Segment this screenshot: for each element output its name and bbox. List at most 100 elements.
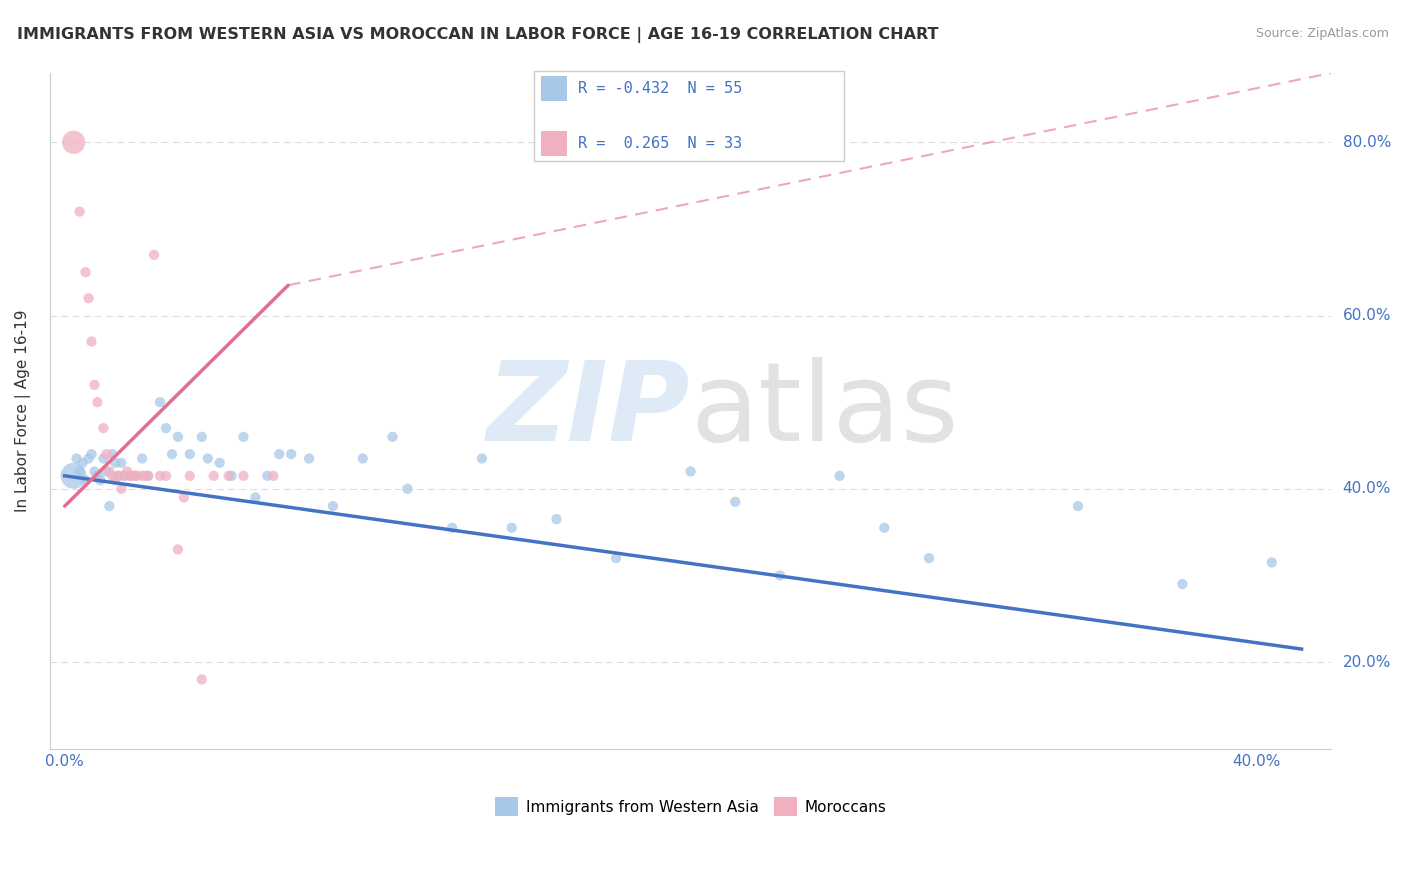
Point [546,512,568,526]
Point [98,499,121,513]
Point [117,465,139,479]
Point [62,468,84,483]
Point [828,468,851,483]
Point [86,468,108,483]
Y-axis label: In Labor Force | Age 16-19: In Labor Force | Age 16-19 [15,310,31,512]
Point [104,473,127,487]
Point [125,468,148,483]
Point [120,468,142,483]
Text: IMMIGRANTS FROM WESTERN ASIA VS MOROCCAN IN LABOR FORCE | AGE 16-19 CORRELATION : IMMIGRANTS FROM WESTERN ASIA VS MOROCCAN… [17,27,938,43]
Text: Source: ZipAtlas.com: Source: ZipAtlas.com [1256,27,1389,40]
Point [322,499,344,513]
Point [75,473,97,487]
Point [69,465,91,479]
Text: ZIP: ZIP [486,358,690,465]
Point [218,468,240,483]
Point [190,673,212,687]
Point [125,468,148,483]
Point [112,468,135,483]
Point [96,465,118,479]
Point [167,430,190,444]
Point [112,468,135,483]
Point [72,456,94,470]
Point [245,491,267,505]
Point [101,468,124,483]
Point [149,395,172,409]
Point [197,451,219,466]
Point [298,451,321,466]
Point [167,542,190,557]
Point [918,551,941,566]
Point [89,473,111,487]
Point [1067,499,1090,513]
Point [396,482,419,496]
Point [80,334,103,349]
Point [262,468,284,483]
Point [120,468,142,483]
Point [1171,577,1194,591]
Point [149,468,172,483]
Point [110,456,132,470]
Point [352,451,374,466]
Point [208,456,231,470]
Point [75,265,97,279]
Point [501,521,523,535]
Point [221,468,243,483]
Point [179,447,201,461]
Point [605,551,627,566]
Point [101,447,124,461]
Text: 20.0%: 20.0% [1343,655,1391,670]
Point [232,468,254,483]
Point [131,451,153,466]
Point [269,447,291,461]
Point [136,468,159,483]
Point [256,468,278,483]
Point [96,447,118,461]
Point [80,447,103,461]
Point [122,468,145,483]
Point [136,468,159,483]
Point [1261,556,1284,570]
Point [107,468,129,483]
Point [179,468,201,483]
Point [143,248,166,262]
Point [77,291,100,305]
Point [69,204,91,219]
Point [104,456,127,470]
Point [769,568,792,582]
Text: R = -0.432  N = 55: R = -0.432 N = 55 [578,81,742,95]
Point [83,465,105,479]
Point [471,451,494,466]
Point [77,451,100,466]
Point [134,468,156,483]
Point [98,465,121,479]
Point [724,495,747,509]
Text: R =  0.265  N = 33: R = 0.265 N = 33 [578,136,742,151]
Point [107,468,129,483]
Point [155,421,177,435]
Point [873,521,896,535]
Point [202,468,225,483]
Point [110,482,132,496]
Point [679,465,702,479]
Point [280,447,302,461]
Point [232,430,254,444]
Point [83,377,105,392]
Point [65,451,87,466]
Point [173,491,195,505]
Text: 40.0%: 40.0% [1343,482,1391,496]
Point [441,521,464,535]
Point [86,395,108,409]
Point [160,447,183,461]
Text: atlas: atlas [690,358,959,465]
Point [155,468,177,483]
Point [93,421,115,435]
Point [131,468,153,483]
Point [62,136,84,150]
Point [381,430,404,444]
Point [190,430,212,444]
Text: 60.0%: 60.0% [1343,308,1391,323]
Point [93,451,115,466]
Legend: Immigrants from Western Asia, Moroccans: Immigrants from Western Asia, Moroccans [489,791,893,822]
Text: 80.0%: 80.0% [1343,135,1391,150]
